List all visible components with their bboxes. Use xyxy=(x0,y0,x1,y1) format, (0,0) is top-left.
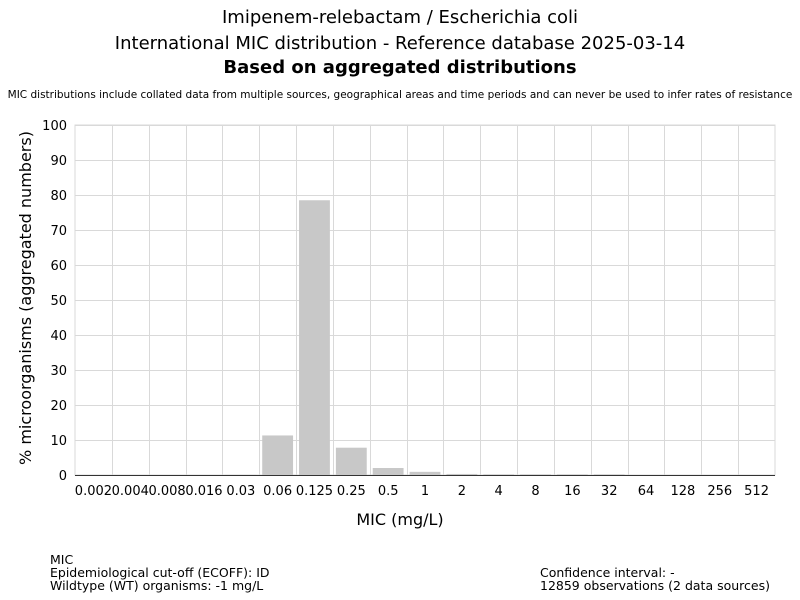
footer-wildtype: Wildtype (WT) organisms: -1 mg/L xyxy=(50,578,264,593)
bar xyxy=(262,435,294,475)
bar xyxy=(372,468,404,475)
bar xyxy=(409,471,441,475)
x-axis-label: MIC (mg/L) xyxy=(356,510,443,529)
y-tick-label: 70 xyxy=(50,224,67,239)
x-tick-label: 0.004 xyxy=(112,484,149,499)
y-tick-label: 80 xyxy=(50,189,67,204)
bar xyxy=(520,474,551,475)
x-tick-label: 512 xyxy=(744,484,769,499)
x-tick-label: 128 xyxy=(670,484,695,499)
chart-subtitle-bold: Based on aggregated distributions xyxy=(223,57,577,78)
y-tick-label: 100 xyxy=(42,119,67,134)
y-tick-label: 30 xyxy=(50,364,67,379)
y-tick-label: 10 xyxy=(50,434,67,449)
footer-confidence-interval: Confidence interval: - xyxy=(540,565,675,580)
x-tick-label: 64 xyxy=(638,484,655,499)
y-tick-label: 90 xyxy=(50,154,67,169)
x-tick-label: 0.125 xyxy=(296,484,333,499)
chart-title: Imipenem-relebactam / Escherichia coli xyxy=(222,7,578,28)
y-tick-label: 40 xyxy=(50,329,67,344)
grid xyxy=(74,124,776,476)
x-tick-label: 32 xyxy=(601,484,618,499)
x-tick-label: 0.03 xyxy=(226,484,255,499)
x-tick-label: 0.008 xyxy=(148,484,185,499)
x-tick-label: 16 xyxy=(564,484,581,499)
y-tick-label: 0 xyxy=(59,469,67,484)
footer-ecoff: Epidemiological cut-off (ECOFF): ID xyxy=(50,565,270,580)
x-tick-label: 1 xyxy=(421,484,429,499)
x-tick-label: 256 xyxy=(707,484,732,499)
bars xyxy=(225,200,625,475)
y-tick-label: 50 xyxy=(50,294,67,309)
bar xyxy=(593,474,625,475)
x-tick-label: 0.016 xyxy=(185,484,222,499)
footer-right: Confidence interval: - 12859 observation… xyxy=(540,566,770,592)
footer-mic-label: MIC xyxy=(50,552,74,567)
x-tick-label: 0.06 xyxy=(263,484,292,499)
x-tick-label: 0.5 xyxy=(378,484,399,499)
bar xyxy=(335,447,367,475)
bar xyxy=(299,200,330,475)
x-tick-label: 8 xyxy=(531,484,539,499)
bar xyxy=(483,474,515,475)
x-tick-label: 0.002 xyxy=(75,484,112,499)
y-tick-label: 60 xyxy=(50,259,67,274)
x-tick-label: 2 xyxy=(458,484,466,499)
bar xyxy=(446,473,478,475)
y-axis-label: % microorganisms (aggregated numbers) xyxy=(16,131,35,465)
x-tick-label: 4 xyxy=(495,484,503,499)
chart-subtitle: International MIC distribution - Referen… xyxy=(114,33,686,54)
x-tick-label: 0.25 xyxy=(337,484,366,499)
footer-left: MIC Epidemiological cut-off (ECOFF): ID … xyxy=(50,553,270,592)
footer-observations: 12859 observations (2 data sources) xyxy=(540,578,770,593)
y-tick-label: 20 xyxy=(50,399,67,414)
disclaimer-text: MIC distributions include collated data … xyxy=(7,89,793,101)
bar xyxy=(556,474,588,475)
